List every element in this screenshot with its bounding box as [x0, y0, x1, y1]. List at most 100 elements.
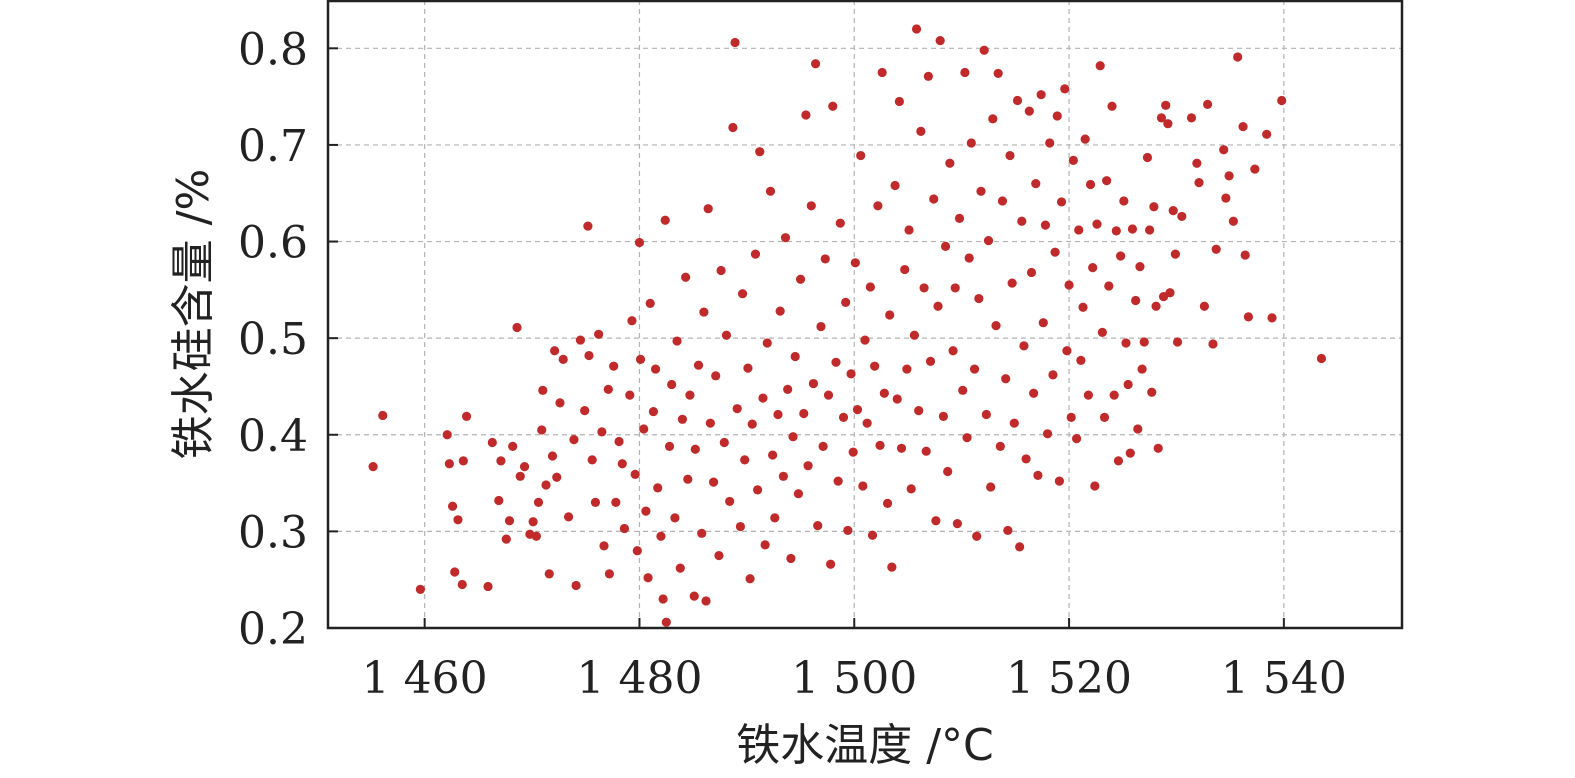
data-point [597, 427, 607, 437]
data-point [558, 354, 568, 365]
data-point [790, 351, 800, 362]
data-point [1074, 225, 1084, 235]
data-point [1021, 454, 1031, 464]
data-point [758, 393, 768, 403]
data-point [865, 282, 875, 292]
data-point [1029, 388, 1039, 398]
data-point [1040, 220, 1051, 230]
data-point [988, 114, 998, 124]
data-point [1203, 99, 1213, 109]
data-point [1107, 101, 1117, 111]
data-point [550, 346, 560, 356]
data-point [693, 360, 704, 370]
data-point [856, 150, 866, 161]
data-point [892, 394, 902, 404]
data-point [954, 213, 965, 223]
axis-ticks: 1 460 1 480 1 500 1 520 1 540 0.2 0.3 0.4 0.5 0.6… [238, 24, 1347, 704]
data-point [645, 298, 655, 308]
data-point [911, 24, 922, 34]
data-point [732, 404, 742, 414]
data-point [991, 320, 1001, 331]
data-point [826, 559, 836, 569]
data-point [650, 364, 661, 374]
data-point [635, 354, 646, 365]
data-point [775, 306, 785, 316]
data-point [964, 253, 974, 263]
data-point [1111, 226, 1121, 236]
data-point [1211, 244, 1221, 254]
data-point [1149, 202, 1159, 212]
data-point [940, 241, 951, 251]
data-point [1127, 224, 1138, 234]
data-point [1033, 470, 1043, 480]
data-point [1097, 327, 1107, 337]
data-point [504, 516, 515, 526]
data-point [538, 385, 548, 395]
data-point [993, 68, 1003, 79]
data-point [860, 335, 870, 345]
data-point [721, 330, 732, 340]
data-point [960, 67, 970, 78]
data-point [958, 385, 968, 395]
data-point [1048, 370, 1058, 380]
data-point [594, 329, 604, 339]
data-point [916, 126, 926, 136]
y-axis-title: 铁水硅含量 /% [168, 169, 219, 460]
data-point [660, 215, 670, 225]
data-point [1054, 476, 1064, 486]
data-point [981, 409, 991, 420]
data-point [457, 579, 467, 590]
data-point [664, 441, 675, 451]
data-point [552, 472, 562, 482]
data-point [667, 379, 677, 390]
data-point [689, 591, 699, 601]
data-point [625, 390, 635, 400]
data-point [1250, 164, 1260, 174]
data-point [1090, 481, 1100, 491]
data-point [575, 335, 585, 345]
data-point [639, 424, 649, 434]
data-point [512, 322, 522, 333]
data-point [850, 258, 860, 268]
data-point [735, 521, 746, 532]
data-point [571, 580, 581, 591]
grid [328, 0, 1402, 629]
data-point [1156, 113, 1167, 123]
data-point [762, 338, 772, 348]
data-point [852, 405, 863, 415]
data-point [653, 483, 663, 493]
data-point [950, 283, 960, 293]
data-point [848, 447, 858, 457]
data-point [1168, 206, 1178, 216]
data-point [1133, 424, 1143, 434]
data-point [896, 443, 907, 453]
data-point [1024, 106, 1034, 116]
y-tick-label: 0.6 [238, 218, 308, 269]
data-point [768, 450, 778, 460]
data-point [1186, 113, 1197, 123]
data-point [823, 390, 834, 400]
data-point [976, 186, 986, 196]
data-point [1147, 387, 1157, 397]
data-point [716, 265, 726, 276]
data-point [900, 264, 910, 275]
data-point [609, 361, 619, 371]
data-point [528, 517, 538, 527]
data-point [583, 221, 593, 231]
data-point [1036, 90, 1046, 100]
data-point [508, 441, 518, 451]
data-point [1050, 247, 1060, 257]
data-point [750, 249, 761, 259]
data-point [730, 37, 740, 48]
data-point [1131, 295, 1141, 306]
data-point [415, 584, 425, 594]
data-point [974, 293, 984, 304]
data-point [1104, 281, 1114, 291]
data-point [683, 474, 693, 484]
data-point [1005, 150, 1015, 161]
y-tick-label: 0.3 [238, 507, 308, 558]
data-point [719, 437, 729, 448]
data-point [803, 461, 813, 471]
data-point [494, 495, 504, 506]
data-point [563, 512, 574, 522]
